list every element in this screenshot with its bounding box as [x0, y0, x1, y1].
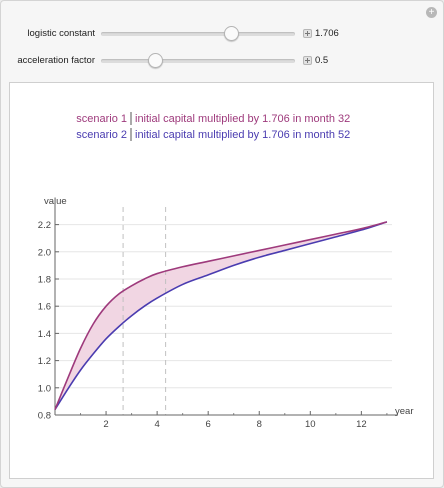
scenario-2-line — [54, 221, 388, 410]
y-axis-label: value — [44, 196, 67, 207]
y-tick-label: 1.8 — [38, 275, 51, 286]
acceleration-factor-control: acceleration factor 0.5 — [1, 53, 444, 69]
x-tick-label: 10 — [305, 419, 316, 430]
y-tick-label: 1.4 — [38, 329, 51, 340]
acceleration-factor-value: 0.5 — [315, 55, 329, 66]
x-axis-label: year — [395, 406, 413, 417]
legend-scenario-1-name: scenario 1 — [76, 113, 127, 125]
legend-scenario-2-text: initial capital multiplied by 1.706 in m… — [135, 129, 350, 141]
logistic-constant-slider-track[interactable] — [101, 32, 295, 36]
dashed-markers — [122, 207, 167, 415]
x-tick-label: 6 — [206, 419, 211, 430]
y-tick-label: 2.2 — [38, 220, 51, 231]
axes: 0.8 1.0 1.2 1.4 1.6 1.8 2.0 2.2 2 4 6 8 10 12 — [38, 203, 398, 430]
x-tick-label: 12 — [356, 419, 367, 430]
y-tick-label: 1.6 — [38, 302, 51, 313]
x-tick-label: 4 — [154, 419, 159, 430]
x-tick-label: 2 — [103, 419, 108, 430]
logistic-constant-value: 1.706 — [315, 28, 339, 39]
acceleration-factor-plus-icon[interactable] — [303, 56, 312, 65]
acceleration-factor-slider-thumb[interactable] — [147, 53, 163, 68]
difference-fill-region — [55, 221, 387, 410]
logistic-constant-slider-thumb[interactable] — [224, 26, 240, 41]
scenario-1-line — [54, 221, 388, 410]
y-tick-label: 1.0 — [38, 383, 51, 394]
y-tick-label: 2.0 — [38, 247, 51, 258]
legend-scenario-2-name: scenario 2 — [76, 129, 127, 141]
plot-area: 0.8 1.0 1.2 1.4 1.6 1.8 2.0 2.2 2 4 6 8 10 12 scenari… — [9, 82, 434, 479]
logistic-constant-plus-icon[interactable] — [303, 29, 312, 38]
legend-scenario-1-text: initial capital multiplied by 1.706 in m… — [135, 113, 350, 125]
y-tick-label: 0.8 — [38, 411, 51, 422]
x-tick-label: 8 — [257, 419, 262, 430]
y-tick-label: 1.2 — [38, 356, 51, 367]
acceleration-factor-label: acceleration factor — [17, 55, 95, 66]
logistic-constant-control: logistic constant 1.706 — [1, 26, 444, 42]
logistic-constant-label: logistic constant — [27, 28, 95, 39]
value-chart: 0.8 1.0 1.2 1.4 1.6 1.8 2.0 2.2 2 4 6 8 10 12 scenari… — [38, 112, 413, 430]
acceleration-factor-slider-track[interactable] — [101, 59, 295, 63]
expand-plus-icon[interactable]: + — [426, 7, 437, 18]
